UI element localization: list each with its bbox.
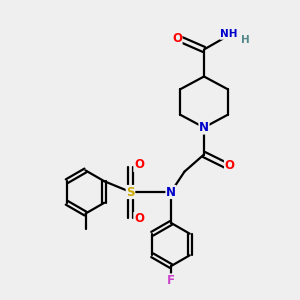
Text: O: O [134,212,144,226]
Text: N: N [199,121,209,134]
Text: H: H [241,35,250,45]
Text: O: O [224,159,235,172]
Text: F: F [167,274,175,287]
Text: O: O [172,32,182,45]
Text: NH: NH [220,29,238,39]
Text: S: S [126,185,135,199]
Text: N: N [166,185,176,199]
Text: O: O [134,158,144,172]
